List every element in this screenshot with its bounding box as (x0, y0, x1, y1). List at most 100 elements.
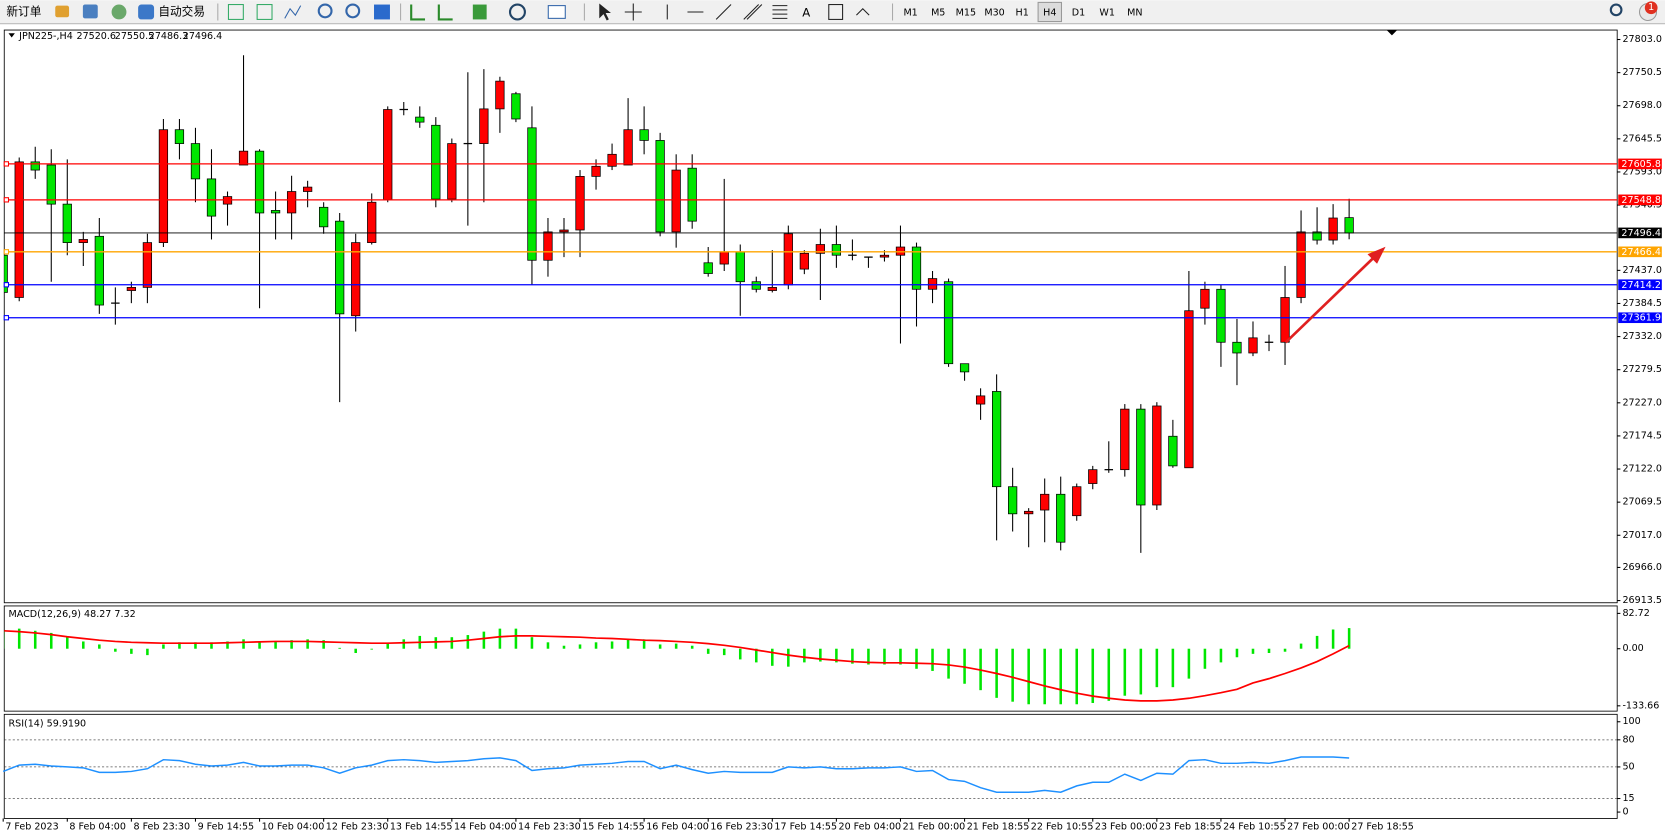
macd-bar (1347, 628, 1351, 649)
macd-bar (642, 639, 646, 649)
candle-body (30, 161, 40, 171)
icon[interactable] (256, 4, 273, 20)
auto-trading[interactable]: 自动交易 (158, 4, 205, 18)
timeframe[interactable]: M1 (903, 8, 917, 19)
macd-bar (274, 641, 277, 649)
price-level-tag (1618, 312, 1662, 324)
icon[interactable] (82, 4, 98, 19)
main-plot (4, 55, 1618, 553)
candle-body (527, 127, 537, 261)
timeframe[interactable]: H4 (1043, 8, 1056, 19)
x-tick-label: 14 Feb 04:00 (454, 821, 517, 832)
icon[interactable] (828, 4, 844, 20)
macd-bar (546, 642, 550, 649)
macd-bar (370, 648, 373, 650)
icon[interactable] (472, 4, 487, 20)
candle-body (879, 254, 890, 258)
annotation-arrow (1284, 246, 1386, 344)
candle-body (254, 150, 265, 214)
symbol: JPN225-,H4 (18, 31, 73, 42)
timeframe[interactable]: M30 (984, 8, 1004, 19)
candle-body (415, 116, 425, 123)
macd-plot (4, 628, 1351, 705)
y-tick-label: 27384.5 (1622, 298, 1661, 309)
candle-body (447, 143, 457, 200)
ohlc-high: 27550.5 (115, 31, 154, 42)
macd-bar (851, 648, 854, 664)
x-tick-label: 7 Feb 2023 (5, 821, 58, 832)
icon[interactable] (715, 4, 732, 20)
x-tick-label: 27 Feb 18:55 (1351, 821, 1414, 832)
macd-bar (306, 639, 309, 649)
icon[interactable] (856, 8, 870, 16)
icon[interactable] (547, 5, 566, 19)
x-tick-label: 16 Feb 23:30 (710, 821, 773, 832)
level-anchor (3, 315, 10, 321)
icon[interactable] (599, 3, 611, 21)
icon[interactable] (111, 4, 127, 20)
candle-body (607, 153, 617, 167)
icon[interactable] (345, 3, 361, 19)
candle-body (431, 124, 441, 200)
macd-bar (242, 639, 245, 649)
macd-bar (1123, 648, 1127, 696)
icon[interactable] (410, 4, 426, 21)
x-tick-label: 17 Feb 14:55 (774, 821, 837, 832)
candle-body (703, 262, 713, 274)
macd-bar (98, 644, 101, 649)
candle-body (815, 244, 825, 254)
timeframe[interactable]: D1 (1072, 8, 1085, 19)
macd-bar (194, 642, 197, 649)
new-order[interactable]: 新订单 (6, 4, 41, 18)
macd-bar (1059, 648, 1062, 705)
macd-bar (290, 640, 293, 649)
macd-bar (514, 628, 518, 649)
candle-body (1152, 405, 1162, 506)
candle-body (46, 164, 56, 205)
icon[interactable] (55, 5, 70, 18)
search-icon[interactable] (1609, 3, 1623, 17)
icon[interactable] (227, 4, 244, 20)
macd-bar (1235, 648, 1239, 658)
y-tick-label: 80 (1622, 734, 1634, 745)
text-tool[interactable]: A (802, 6, 810, 20)
candle-body (78, 239, 88, 243)
timeframe[interactable]: W1 (1099, 8, 1115, 19)
icon[interactable] (138, 4, 155, 20)
timeframe[interactable]: H1 (1016, 8, 1029, 19)
y-tick-label: 27593.0 (1622, 166, 1661, 177)
icon[interactable] (317, 3, 333, 19)
price-level-label: 27414.2 (1621, 280, 1660, 291)
candle-body (671, 169, 681, 233)
candle-body (719, 251, 729, 265)
macd-bar (1267, 648, 1271, 653)
icon[interactable] (284, 5, 302, 19)
icon[interactable] (437, 4, 453, 21)
x-tick-label: 8 Feb 04:00 (69, 821, 126, 832)
candle-body (623, 129, 633, 166)
candle-body (943, 281, 954, 365)
candle-body (270, 210, 281, 214)
macd-bar (867, 648, 870, 665)
price-level-tag (1618, 158, 1662, 170)
icon[interactable] (743, 4, 763, 20)
macd-bar (82, 641, 85, 649)
candle-body (911, 246, 922, 290)
macd-bar (819, 648, 822, 662)
x-tick-label: 23 Feb 18:55 (1159, 821, 1222, 832)
candle-body (751, 281, 761, 290)
timeframe[interactable]: M15 (956, 8, 976, 19)
timeframe[interactable]: M5 (931, 8, 945, 19)
macd-bar (1043, 648, 1046, 705)
icon[interactable] (508, 3, 526, 21)
macd-bar (4, 630, 5, 649)
arrow-head (1367, 246, 1386, 264)
x-tick-label: 22 Feb 10:55 (1031, 821, 1094, 832)
icon[interactable] (772, 5, 788, 19)
macd-bar (1155, 648, 1159, 688)
macd-bar (33, 630, 37, 649)
icon[interactable] (624, 3, 642, 21)
timeframe[interactable]: MN (1127, 8, 1142, 19)
icon[interactable] (374, 4, 390, 20)
macd-bar (354, 648, 357, 653)
